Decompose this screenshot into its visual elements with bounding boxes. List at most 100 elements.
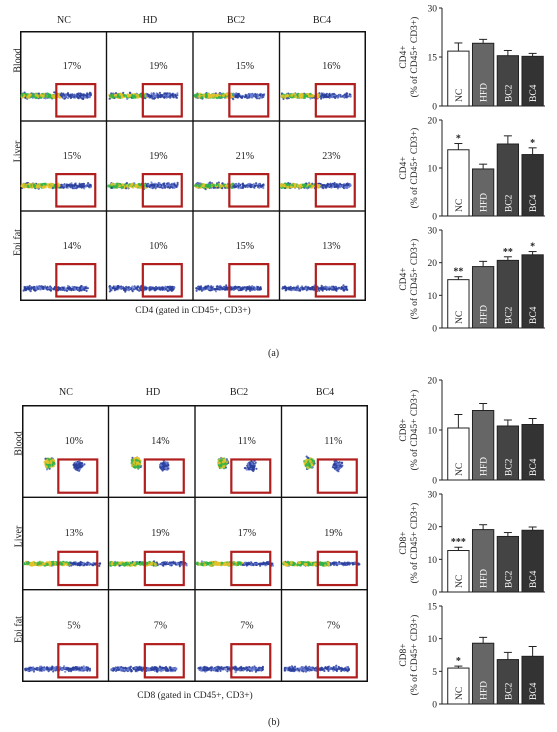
bar (496, 659, 520, 705)
x-axis-title-cd4: CD4 (gated in CD45+, CD3+) (135, 306, 251, 316)
significance-marker: * (530, 242, 535, 253)
gate-percent: 10% (65, 436, 83, 447)
bar (447, 149, 470, 217)
gate-box (314, 263, 356, 298)
gate-percent: 7% (154, 620, 167, 631)
gate-box (314, 82, 356, 118)
col-head-bc2: BC2 (226, 15, 246, 26)
flow-plot: 13% (278, 210, 366, 301)
bar (496, 259, 520, 329)
bar (521, 529, 544, 593)
bar-category-label: BC4 (529, 458, 539, 476)
gate-box (230, 550, 272, 587)
bar (521, 154, 544, 217)
y-tick-label: 15 (428, 54, 438, 64)
bar-category-label: HFD (480, 569, 490, 588)
gate-box (228, 263, 270, 298)
bar (521, 55, 544, 107)
bar (447, 667, 470, 705)
gate-percent: 7% (240, 620, 253, 631)
bar-category-label: HFD (480, 457, 490, 476)
bar (521, 254, 544, 329)
flow-plot: 19% (105, 31, 194, 122)
bar (521, 424, 544, 481)
bar (471, 266, 495, 329)
significance-marker: ** (453, 267, 463, 278)
flow-plot: 11% (280, 405, 368, 498)
gate-box (230, 458, 272, 494)
gate-percent: 15% (63, 151, 81, 162)
significance-marker: * (456, 656, 461, 667)
gate-box (143, 550, 185, 587)
x-axis-title-cd8: CD8 (gated in CD45+, CD3+) (137, 691, 253, 701)
bar-chart-cd8-blood: CD8+(% of CD45+ CD3+) 0 10 20 NC HFD BC2 BC4 (399, 377, 545, 487)
significance-marker: * (530, 138, 535, 149)
y-axis-title: CD8+(% of CD45+ CD3+) (399, 390, 420, 471)
flow-plot: 15% (20, 120, 108, 212)
bar-category-label: BC2 (504, 194, 514, 212)
y-tick-label: 5 (432, 668, 437, 678)
bar-category-label: BC2 (504, 84, 514, 102)
bar-category-label: BC2 (504, 682, 514, 700)
significance-marker: * (456, 134, 461, 145)
gate-box (228, 173, 270, 208)
bar-category-label: BC2 (504, 570, 514, 588)
y-tick-label: 10 (428, 556, 438, 566)
y-tick-label: 10 (428, 165, 438, 175)
gate-percent: 19% (149, 151, 167, 162)
gate-box (55, 173, 97, 208)
y-axis-title: CD4+(% of CD45+ CD3+) (399, 17, 420, 98)
flow-grid-cd4: 17% 19% 15% 16% 15% 19% 21% 23% 14% 10% 15% 13% (20, 31, 366, 301)
flow-plot: 21% (192, 120, 281, 212)
gate-percent: 7% (327, 620, 340, 631)
gate-box (141, 263, 183, 298)
gate-percent: 10% (149, 241, 167, 252)
gate-percent: 19% (151, 528, 169, 539)
bar-category-label: NC (455, 199, 465, 212)
bar-chart-cd4-blood: CD4+(% of CD45+ CD3+) 0 15 30 NC HFD BC2 BC4 (399, 5, 545, 112)
gate-box (57, 643, 99, 679)
flow-plot: 14% (20, 210, 108, 301)
y-tick-label: 15 (428, 603, 438, 613)
gate-percent: 23% (322, 151, 340, 162)
bar-category-label: BC4 (529, 570, 539, 588)
bar (447, 427, 470, 481)
flow-grid-cd8: 10% 14% 11% 11% 13% 19% 17% 19% 5% 7% 7% 7% (22, 405, 368, 682)
panel-label-b: (b) (268, 717, 280, 728)
bar (496, 535, 520, 593)
col-head-hd: HD (142, 15, 158, 26)
gate-box (316, 458, 358, 494)
flow-plot: 10% (22, 405, 110, 498)
y-tick-label: 20 (428, 259, 438, 269)
bar (496, 143, 520, 217)
y-tick-label: 20 (428, 523, 438, 533)
gate-percent: 17% (63, 61, 81, 72)
gate-box (314, 173, 356, 208)
gate-percent: 15% (236, 61, 254, 72)
significance-marker: *** (451, 537, 466, 548)
gate-percent: 11% (324, 436, 342, 447)
bar (471, 42, 495, 107)
flow-plot: 11% (194, 405, 283, 498)
bar-chart-cd8-epi-fat: CD8+(% of CD45+ CD3+) 0 5 10 15 NC * HFD BC2 BC4 (399, 603, 545, 710)
bar (471, 410, 495, 481)
gate-percent: 13% (65, 528, 83, 539)
gate-box (228, 82, 270, 118)
y-tick-label: 30 (428, 5, 438, 15)
y-tick-label: 0 (432, 477, 437, 487)
gate-box (141, 173, 183, 208)
gate-percent: 5% (67, 620, 80, 631)
y-tick-label: 20 (428, 117, 438, 127)
flow-plot: 7% (194, 589, 283, 682)
col-head-bc2: BC2 (229, 387, 249, 398)
bar-category-label: BC4 (529, 682, 539, 700)
flow-plot: 19% (280, 496, 368, 591)
flow-plot: 14% (107, 405, 196, 498)
significance-marker: ** (503, 247, 513, 258)
flow-plot: 13% (22, 496, 110, 591)
bar-category-label: BC4 (529, 194, 539, 212)
bar-category-label: HFD (480, 681, 490, 700)
col-head-nc: NC (57, 15, 71, 26)
bar-category-label: HFD (480, 83, 490, 102)
bar (447, 550, 470, 593)
